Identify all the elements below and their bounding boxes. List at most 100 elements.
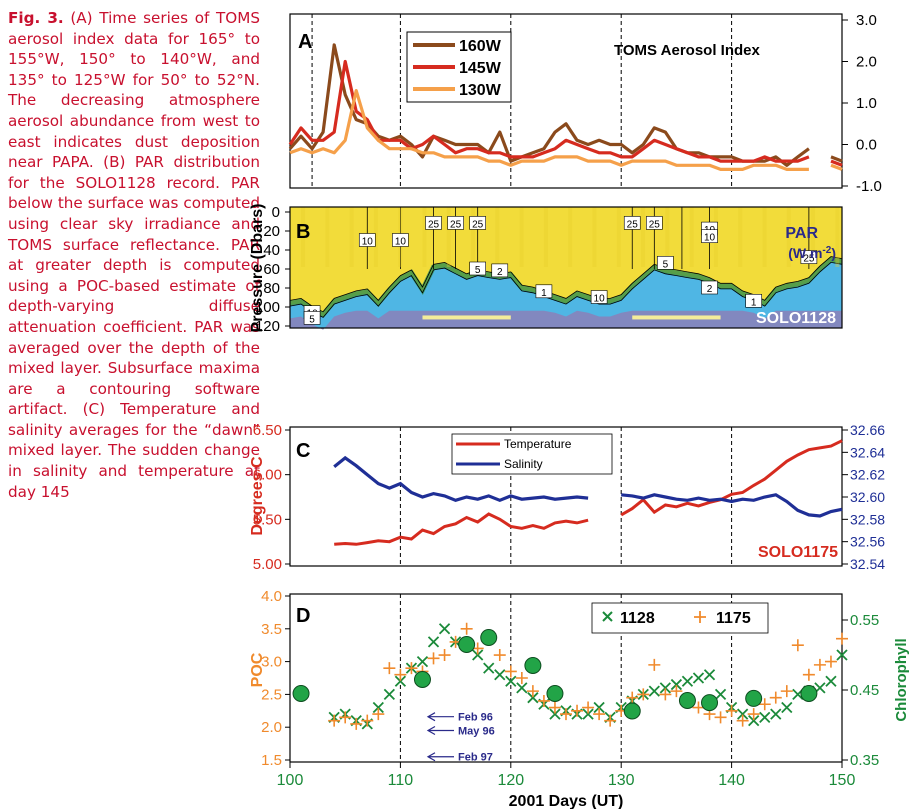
panel-d-point-1175 [813,658,826,671]
panel-b-legend-unit: (W m-2) [788,245,836,261]
panel-d-point-1175 [802,668,815,681]
panel-b-contour-label: 10 [358,233,376,248]
panel-a-legend-label: 130W [459,82,502,99]
panel-b-contour-label-box [425,216,442,230]
panel-d-point-1128 [836,649,848,661]
panel-b-contour-label: 25 [646,216,663,230]
panel-d-point-1175 [339,711,352,724]
panel-d-point-1175 [405,662,418,675]
panel-d-point-1128 [703,669,716,681]
panel-b-contour-label: 2 [491,263,509,278]
panel-b-banding [786,207,791,267]
caption-text: (A) Time series of TOMS aerosol index da… [8,9,261,501]
panel-b-ytick-label: 100 [255,299,280,316]
panel-d-point-1175 [438,649,451,662]
panel-a-ytick-label: 0.0 [856,137,877,154]
panel-b-banding [495,207,500,267]
panel-d-y2label: Chlorophyll [893,638,910,721]
panel-d-point-1175 [548,701,561,714]
panel-b-contour-label-text: 5 [475,265,481,276]
panel-b-contour-label-box [303,311,321,325]
panel-d-ylabel: POC [249,652,266,687]
panel-d-point-1175 [504,665,517,678]
panel-b-contour-label-box [535,284,553,299]
panel-d-point-1175 [460,622,473,635]
panel-c-ytick-label: 6.50 [253,422,282,439]
panel-d-ytick-label: 4.0 [261,588,282,605]
panel-d-point-1175 [637,688,650,701]
panel-d-point-1128 [383,688,395,701]
panel-b-contour-label: 5 [657,255,674,270]
panel-d-point-1175 [328,714,341,727]
panel-b-contour-label-text: 25 [472,219,484,230]
panel-b-ylabel: Pressure (Dbars) [249,204,266,333]
panel-b-contour-line [289,256,843,313]
panel-d-point-1175 [383,662,396,675]
panel-d-point-1175 [350,717,363,730]
panel-b-contour-label-text: 25 [450,219,462,230]
panel-d-point-1175 [670,685,683,698]
panel-d-point-1175 [769,691,782,704]
panel-d-point-1128 [516,682,528,694]
panel-b-contour-label: 25 [469,216,486,230]
panel-d-legend-label: 1128 [620,610,655,627]
panel-c-y2tick-label: 32.62 [850,467,885,483]
panel-d-point-1128 [494,669,506,681]
panel-d-point-1175 [725,704,738,717]
panel-a-series-160W [288,43,843,167]
panel-b-ytick-label: 40 [263,242,280,259]
panel-d-point-1128 [648,685,660,697]
panel-b-banding [349,207,354,267]
panel-a-label: A [298,31,312,53]
panel-d-point-chlorophyll [800,685,818,702]
panel-c-series-salinity [333,455,843,518]
panel-b-contour-label-text: 25 [428,219,440,230]
panel-c-legend-box [451,433,613,475]
panel-d-point-chlorophyll [524,657,542,674]
panel-d-point-1128 [416,655,429,668]
panel-b-banding [446,207,451,267]
panel-b-record-label: SOLO1128 [756,310,836,327]
panel-d-point-1175 [526,685,539,698]
panel-a-ytick-label: 2.0 [856,54,877,71]
panel-d-point-1128 [825,675,837,687]
panel-d-annotation-text: May 96 [458,725,495,737]
panel-c-legend-label: Salinity [504,457,543,471]
panel-b-banding [422,207,427,267]
panel-b-contour-label-box [800,250,818,264]
panel-c-series-temperature [334,439,843,546]
panel-b-contour-label-box [701,280,718,295]
x-axis-label: 2001 Days (UT) [509,793,624,809]
panel-b-contour-label-box [469,216,486,230]
panel-b-contour-label: 10 [590,290,608,305]
panel-b-contour-label-text: 1 [541,288,547,299]
panel-d-point-1175 [515,672,528,684]
panel-d-point-1128 [781,701,793,714]
panel-d-point-1128 [527,692,539,704]
panel-d-point-1175 [582,701,595,714]
panel-d-point-chlorophyll [701,694,719,712]
panel-d-annotation-arrow [426,752,454,762]
panel-b-banding [592,207,597,267]
panel-c-y2tick-label: 32.64 [850,444,885,460]
panel-d-point-1128 [505,675,517,687]
panel-d-legend-label: 1175 [716,610,751,627]
panel-b-banding [325,207,330,267]
panel-b-banding [616,207,621,267]
panel-d-y2tick-label: 0.45 [850,682,879,699]
panel-d-point-1175 [780,685,793,698]
panel-d-point-1175 [659,688,672,701]
caption-lead: Fig. 3. [8,9,64,27]
panel-d-point-chlorophyll [413,671,431,688]
panel-b-highlight-bar [422,315,511,320]
panel-d-frame [289,593,843,763]
panel-d-point-1175 [692,701,705,714]
panel-d-point-1128 [483,662,495,674]
panel-b-contour-label-box [447,216,464,230]
panel-d-point-chlorophyll [623,702,641,720]
panel-b-contour-label: 1 [745,293,762,308]
panel-b-banding [738,207,743,267]
panel-b-contour-label: 25 [800,250,818,265]
panel-b-contour-label-text: 2 [707,284,713,295]
